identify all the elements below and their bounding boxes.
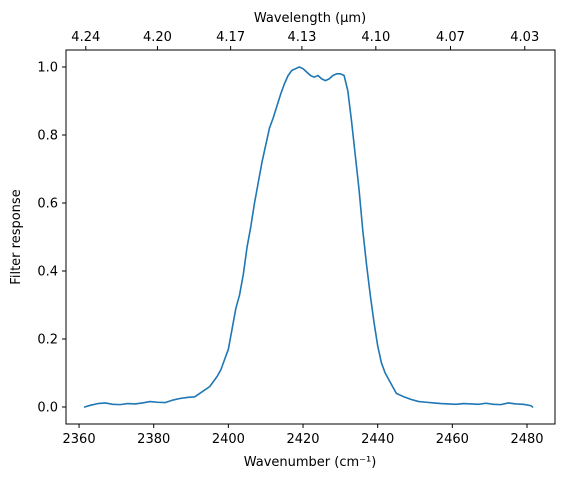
x-tick-label: 2360 — [63, 432, 96, 447]
top-x-tick-label: 4.10 — [361, 30, 390, 45]
top-x-tick-label: 4.17 — [216, 30, 245, 45]
plot-series — [83, 66, 534, 408]
top-x-tick-label: 4.07 — [436, 30, 465, 45]
x-tick-label: 2420 — [286, 432, 319, 447]
y-tick-label: 1.0 — [37, 61, 58, 76]
plot-frame — [65, 49, 556, 425]
y-tick-label: 0.6 — [37, 197, 58, 212]
y-tick-label: 0.8 — [37, 129, 58, 144]
y-tick-label: 0.4 — [37, 265, 58, 280]
bottom-x-axis-ticks: 2360 2380 2400 2420 2440 2460 2480 — [63, 424, 544, 447]
y-axis-ticks: 0.0 0.2 0.4 0.6 0.8 1.0 — [37, 61, 66, 416]
filter-response-line — [83, 66, 534, 408]
top-x-tick-label: 4.24 — [71, 30, 100, 45]
top-x-tick-label: 4.03 — [510, 30, 539, 45]
y-tick-label: 0.2 — [37, 333, 58, 348]
top-x-tick-label: 4.13 — [287, 30, 316, 45]
x-tick-label: 2400 — [212, 432, 245, 447]
x-tick-label: 2480 — [510, 432, 543, 447]
x-axis-title: Wavenumber (cm⁻¹) — [244, 455, 377, 470]
top-x-axis-ticks: 4.24 4.20 4.17 4.13 4.10 4.07 4.03 — [71, 30, 539, 50]
x-tick-label: 2440 — [361, 432, 394, 447]
x-tick-label: 2460 — [436, 432, 469, 447]
x-tick-label: 2380 — [137, 432, 170, 447]
top-x-axis-title: Wavelength (μm) — [254, 11, 366, 26]
y-tick-label: 0.0 — [37, 401, 58, 416]
y-axis-title: Filter response — [9, 189, 24, 284]
top-x-tick-label: 4.20 — [143, 30, 172, 45]
